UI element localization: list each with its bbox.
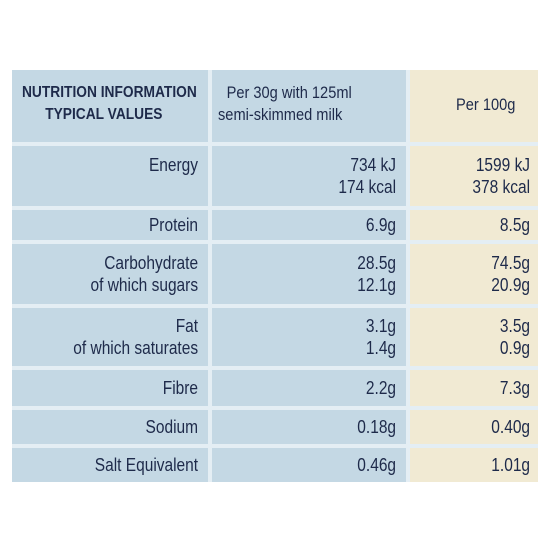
per30g-header: Per 30g with 125ml semi-skimmed milk: [218, 82, 352, 126]
per30g-value-line: 0.18g: [357, 417, 396, 437]
per30g-value: 0.18g: [357, 416, 396, 438]
per100g-value-line: 7.3g: [499, 378, 530, 398]
per30g-value-line: 12.1g: [357, 275, 396, 295]
nutrient-label: Fibre: [163, 377, 198, 399]
per30g-value: 734 kJ 174 kcal: [338, 154, 396, 198]
per30g-value-line: 734 kJ: [350, 155, 396, 175]
per100g-value-line: 8.5g: [499, 215, 530, 235]
per100g-value-line: 0.9g: [499, 338, 530, 358]
per100g-value: 74.5g 20.9g: [491, 252, 530, 296]
per100g-value: 0.40g: [491, 416, 530, 438]
per100g-value-line: 20.9g: [491, 275, 530, 295]
per30g-value: 0.46g: [357, 454, 396, 476]
nutrient-label-line: Sodium: [145, 417, 198, 437]
nutrient-label-line: of which saturates: [73, 338, 198, 358]
table-title: NUTRITION INFORMATION TYPICAL VALUES: [22, 82, 197, 126]
per100g-value-line: 1599 kJ: [475, 155, 530, 175]
per100g-value-line: 3.5g: [499, 316, 530, 336]
per100g-value: 1.01g: [491, 454, 530, 476]
nutrient-label-line: Protein: [148, 215, 198, 235]
per30g-value-line: 6.9g: [365, 215, 396, 235]
per100g-value: 7.3g: [500, 377, 530, 399]
nutrient-label: Energy: [149, 154, 198, 176]
per100g-value-line: 1.01g: [491, 455, 530, 475]
row-divider: [12, 240, 538, 244]
per100g-value-line: 0.40g: [491, 417, 530, 437]
row-divider: [12, 304, 538, 308]
header-line: Per 30g with 125ml: [226, 83, 352, 102]
nutrient-label: Sodium: [146, 416, 198, 438]
per30g-value: 6.9g: [366, 214, 396, 236]
row-divider: [12, 142, 538, 146]
nutrient-label-line: Fibre: [162, 378, 198, 398]
row-divider: [12, 366, 538, 370]
nutrient-label-line: Carbohydrate: [104, 253, 198, 273]
per100g-value-line: 74.5g: [491, 253, 530, 273]
per100g-header: Per 100g: [456, 95, 516, 114]
per30g-value-line: 3.1g: [365, 316, 396, 336]
nutrient-label-line: Energy: [148, 155, 198, 175]
nutrient-label-line: Salt Equivalent: [94, 455, 198, 475]
title-line: NUTRITION INFORMATION: [22, 84, 197, 101]
row-divider: [12, 444, 538, 448]
per30g-value: 28.5g 12.1g: [357, 252, 396, 296]
per30g-value-line: 174 kcal: [338, 177, 396, 197]
per100g-column-background: [410, 70, 538, 482]
column-divider: [406, 70, 410, 482]
nutrient-label-line: Fat: [175, 316, 198, 336]
per100g-value: 8.5g: [500, 214, 530, 236]
nutrient-label-line: of which sugars: [90, 275, 198, 295]
nutrient-label: Fat of which saturates: [73, 315, 198, 359]
per30g-value-line: 2.2g: [365, 378, 396, 398]
per30g-value: 3.1g 1.4g: [366, 315, 396, 359]
nutrient-label: Protein: [149, 214, 198, 236]
title-line: TYPICAL VALUES: [45, 106, 163, 123]
nutrient-label: Carbohydrate of which sugars: [90, 252, 198, 296]
per30g-value-line: 0.46g: [357, 455, 396, 475]
per30g-value-line: 1.4g: [365, 338, 396, 358]
column-divider: [208, 70, 212, 482]
per100g-value-line: 378 kcal: [472, 177, 530, 197]
per100g-value: 1599 kJ 378 kcal: [472, 154, 530, 198]
row-divider: [12, 406, 538, 410]
per30g-value: 2.2g: [366, 377, 396, 399]
per30g-value-line: 28.5g: [357, 253, 396, 273]
row-divider: [12, 206, 538, 210]
header-line: semi-skimmed milk: [218, 105, 343, 124]
per100g-value: 3.5g 0.9g: [500, 315, 530, 359]
nutrient-label: Salt Equivalent: [95, 454, 198, 476]
nutrition-table: NUTRITION INFORMATION TYPICAL VALUES Per…: [12, 70, 538, 482]
